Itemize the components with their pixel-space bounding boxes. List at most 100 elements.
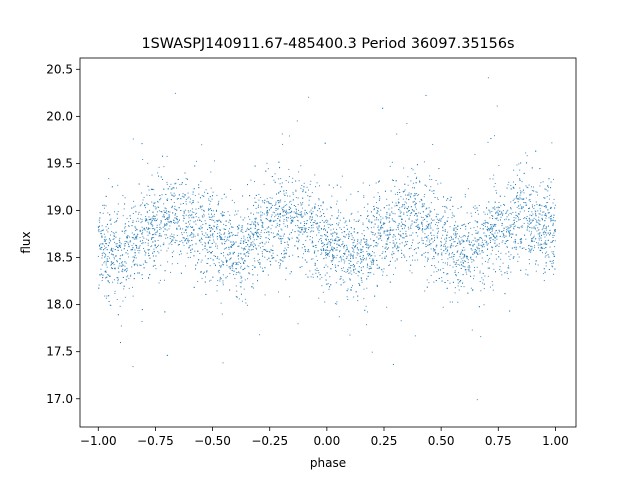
scatter-point <box>395 238 397 240</box>
scatter-point <box>545 214 547 216</box>
scatter-point <box>143 247 145 249</box>
scatter-point <box>550 206 552 208</box>
scatter-point <box>264 249 266 251</box>
scatter-point <box>331 238 333 240</box>
scatter-point <box>455 275 457 277</box>
scatter-point <box>217 232 219 234</box>
scatter-point <box>166 229 168 231</box>
scatter-point <box>215 220 217 222</box>
scatter-point <box>190 251 192 253</box>
scatter-point <box>455 274 457 276</box>
scatter-point <box>336 243 338 245</box>
scatter-point <box>213 255 215 257</box>
scatter-point <box>518 227 520 229</box>
scatter-point <box>281 133 283 135</box>
scatter-point <box>198 240 200 242</box>
scatter-point <box>400 236 402 238</box>
scatter-point <box>535 270 537 272</box>
scatter-point <box>225 260 227 262</box>
scatter-point <box>209 196 211 198</box>
scatter-point <box>228 239 230 241</box>
scatter-point <box>436 213 438 215</box>
scatter-point <box>306 236 308 238</box>
scatter-point <box>441 244 442 246</box>
scatter-point <box>489 257 491 259</box>
scatter-point <box>340 277 342 279</box>
scatter-point <box>509 234 511 236</box>
scatter-point <box>416 193 418 195</box>
scatter-point <box>157 201 159 203</box>
scatter-point <box>187 192 189 194</box>
scatter-point <box>195 243 197 245</box>
scatter-point <box>367 203 369 205</box>
scatter-point <box>513 217 515 219</box>
scatter-point <box>110 248 112 250</box>
scatter-point <box>498 201 500 203</box>
scatter-point <box>482 239 484 241</box>
scatter-point <box>168 228 170 230</box>
scatter-point <box>111 253 113 255</box>
scatter-point <box>220 278 222 280</box>
scatter-point <box>494 218 496 220</box>
scatter-point <box>534 227 536 229</box>
scatter-point <box>378 180 380 182</box>
scatter-point <box>456 228 458 230</box>
scatter-point <box>229 232 231 234</box>
scatter-point <box>239 281 241 283</box>
scatter-point <box>435 223 437 225</box>
scatter-point <box>250 223 252 225</box>
scatter-point <box>126 241 128 243</box>
scatter-point <box>425 228 427 230</box>
scatter-point <box>490 138 492 139</box>
scatter-point <box>440 245 442 247</box>
scatter-point <box>192 233 194 235</box>
scatter-point <box>151 224 153 226</box>
scatter-point <box>219 232 221 234</box>
scatter-point <box>203 235 205 237</box>
scatter-point <box>425 243 427 245</box>
scatter-point <box>520 226 522 228</box>
scatter-point <box>320 228 322 230</box>
scatter-point <box>125 252 127 254</box>
scatter-point <box>497 250 499 252</box>
scatter-point <box>537 221 539 223</box>
scatter-point <box>376 210 378 212</box>
scatter-point <box>519 169 521 171</box>
scatter-point <box>528 211 530 213</box>
scatter-point <box>272 245 274 247</box>
scatter-point <box>211 209 213 211</box>
scatter-point <box>411 220 413 222</box>
scatter-point <box>148 277 150 279</box>
scatter-point <box>125 230 127 232</box>
scatter-point <box>260 214 262 216</box>
scatter-point <box>516 206 518 208</box>
scatter-point <box>475 250 477 252</box>
scatter-point <box>240 275 242 277</box>
scatter-point <box>343 262 345 264</box>
scatter-point <box>221 214 223 216</box>
scatter-point <box>276 213 278 215</box>
scatter-point <box>266 162 268 164</box>
scatter-point <box>272 252 274 254</box>
scatter-point <box>492 235 494 237</box>
scatter-point <box>468 243 470 245</box>
scatter-point <box>105 262 107 264</box>
scatter-point <box>535 221 537 223</box>
scatter-point <box>543 205 545 207</box>
scatter-point <box>310 258 312 260</box>
scatter-point <box>388 234 390 236</box>
scatter-point <box>539 168 541 170</box>
scatter-point <box>545 240 547 242</box>
scatter-point <box>105 297 107 299</box>
scatter-point <box>397 247 399 249</box>
scatter-point <box>104 248 106 249</box>
scatter-point <box>350 289 352 291</box>
scatter-point <box>445 240 447 242</box>
scatter-point <box>215 245 217 247</box>
scatter-point <box>372 250 373 252</box>
scatter-point <box>466 239 468 241</box>
scatter-point <box>140 264 142 266</box>
scatter-point <box>316 259 318 261</box>
scatter-point <box>271 257 273 259</box>
scatter-point <box>265 170 267 172</box>
